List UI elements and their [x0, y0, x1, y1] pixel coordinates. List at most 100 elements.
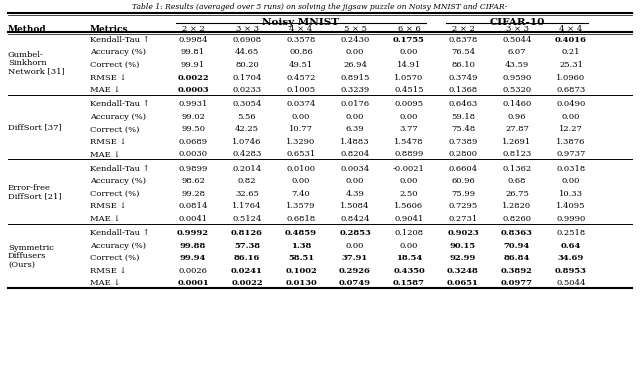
- Text: 0.4515: 0.4515: [394, 86, 424, 94]
- Text: 2 × 2: 2 × 2: [452, 25, 474, 33]
- Text: MAE ↓: MAE ↓: [90, 151, 120, 158]
- Text: 1.3579: 1.3579: [286, 202, 316, 210]
- Text: Sinkhorn: Sinkhorn: [8, 59, 47, 67]
- Text: 0.0022: 0.0022: [177, 74, 209, 82]
- Text: 0.00: 0.00: [292, 177, 310, 185]
- Text: 4 × 4: 4 × 4: [289, 25, 312, 33]
- Text: Accuracy (%): Accuracy (%): [90, 49, 146, 57]
- Text: 98.62: 98.62: [181, 177, 205, 185]
- Text: 1.5084: 1.5084: [340, 202, 370, 210]
- Text: 0.8204: 0.8204: [340, 151, 370, 158]
- Text: Kendall-Tau ↑: Kendall-Tau ↑: [90, 229, 150, 237]
- Text: 0.4350: 0.4350: [393, 267, 425, 275]
- Text: Kendall-Tau ↑: Kendall-Tau ↑: [90, 36, 150, 44]
- Text: -0.0021: -0.0021: [393, 165, 425, 173]
- Text: 0.2430: 0.2430: [340, 36, 370, 44]
- Text: 92.99: 92.99: [450, 254, 476, 262]
- Text: 1.0746: 1.0746: [232, 138, 262, 146]
- Text: 0.8378: 0.8378: [448, 36, 477, 44]
- Text: DiffSort [37]: DiffSort [37]: [8, 124, 61, 132]
- Text: 0.00: 0.00: [400, 113, 418, 121]
- Text: 0.8126: 0.8126: [231, 229, 263, 237]
- Text: 0.8953: 0.8953: [555, 267, 587, 275]
- Text: 0.0233: 0.0233: [232, 86, 262, 94]
- Text: 0.4572: 0.4572: [286, 74, 316, 82]
- Text: 1.0960: 1.0960: [556, 74, 586, 82]
- Text: 0.0030: 0.0030: [179, 151, 207, 158]
- Text: 86.84: 86.84: [504, 254, 530, 262]
- Text: 14.91: 14.91: [397, 61, 421, 69]
- Text: 76.54: 76.54: [451, 49, 475, 57]
- Text: Symmetric: Symmetric: [8, 244, 54, 252]
- Text: 0.7389: 0.7389: [448, 138, 477, 146]
- Text: 0.0100: 0.0100: [287, 165, 316, 173]
- Text: 57.38: 57.38: [234, 242, 260, 249]
- Text: 0.1755: 0.1755: [393, 36, 425, 44]
- Text: 0.6531: 0.6531: [286, 151, 316, 158]
- Text: 0.2853: 0.2853: [339, 229, 371, 237]
- Text: 1.5606: 1.5606: [394, 202, 424, 210]
- Text: Accuracy (%): Accuracy (%): [90, 177, 146, 185]
- Text: 26.75: 26.75: [505, 190, 529, 198]
- Text: Kendall-Tau ↑: Kendall-Tau ↑: [90, 100, 150, 108]
- Text: 3 × 3: 3 × 3: [506, 25, 529, 33]
- Text: 0.4016: 0.4016: [555, 36, 587, 44]
- Text: Accuracy (%): Accuracy (%): [90, 113, 146, 121]
- Text: MAE ↓: MAE ↓: [90, 215, 120, 223]
- Text: 0.0749: 0.0749: [339, 279, 371, 287]
- Text: 80.20: 80.20: [235, 61, 259, 69]
- Text: Network [31]: Network [31]: [8, 68, 65, 76]
- Text: 1.3876: 1.3876: [556, 138, 586, 146]
- Text: 37.91: 37.91: [342, 254, 368, 262]
- Text: 0.1362: 0.1362: [502, 165, 532, 173]
- Text: MAE ↓: MAE ↓: [90, 279, 120, 287]
- Text: 0.5124: 0.5124: [232, 215, 262, 223]
- Text: 58.51: 58.51: [288, 254, 314, 262]
- Text: 0.9023: 0.9023: [447, 229, 479, 237]
- Text: 0.9990: 0.9990: [556, 215, 586, 223]
- Text: 1.2820: 1.2820: [502, 202, 532, 210]
- Text: 1.38: 1.38: [291, 242, 311, 249]
- Text: 0.0176: 0.0176: [340, 100, 369, 108]
- Text: 4.39: 4.39: [346, 190, 364, 198]
- Text: 2.50: 2.50: [400, 190, 419, 198]
- Text: 0.0374: 0.0374: [286, 100, 316, 108]
- Text: 2 × 2: 2 × 2: [182, 25, 204, 33]
- Text: 0.3239: 0.3239: [340, 86, 370, 94]
- Text: 0.6873: 0.6873: [556, 86, 586, 94]
- Text: 0.9041: 0.9041: [394, 215, 424, 223]
- Text: RMSE ↓: RMSE ↓: [90, 138, 127, 146]
- Text: Correct (%): Correct (%): [90, 126, 140, 133]
- Text: 43.59: 43.59: [505, 61, 529, 69]
- Text: 0.00: 0.00: [346, 177, 364, 185]
- Text: 0.5044: 0.5044: [502, 36, 532, 44]
- Text: 5 × 5: 5 × 5: [344, 25, 367, 33]
- Text: 0.0022: 0.0022: [231, 279, 263, 287]
- Text: 0.64: 0.64: [561, 242, 581, 249]
- Text: 1.2691: 1.2691: [502, 138, 532, 146]
- Text: 0.7295: 0.7295: [449, 202, 477, 210]
- Text: 42.25: 42.25: [235, 126, 259, 133]
- Text: 0.6818: 0.6818: [286, 215, 316, 223]
- Text: 0.0034: 0.0034: [340, 165, 370, 173]
- Text: 32.65: 32.65: [235, 190, 259, 198]
- Text: Noisy MNIST: Noisy MNIST: [262, 18, 339, 27]
- Text: Gumbel-: Gumbel-: [8, 51, 44, 59]
- Text: Table 1: Results (averaged over 5 runs) on solving the jigsaw puzzle on Noisy MN: Table 1: Results (averaged over 5 runs) …: [132, 3, 508, 11]
- Text: 99.91: 99.91: [181, 61, 205, 69]
- Text: 0.9931: 0.9931: [179, 100, 208, 108]
- Text: 0.3054: 0.3054: [232, 100, 262, 108]
- Text: 59.18: 59.18: [451, 113, 475, 121]
- Text: Diffusers: Diffusers: [8, 253, 46, 260]
- Text: 75.99: 75.99: [451, 190, 475, 198]
- Text: 0.1002: 0.1002: [285, 267, 317, 275]
- Text: 44.65: 44.65: [235, 49, 259, 57]
- Text: 0.3248: 0.3248: [447, 267, 479, 275]
- Text: Kendall-Tau ↑: Kendall-Tau ↑: [90, 165, 150, 173]
- Text: 0.0026: 0.0026: [179, 267, 207, 275]
- Text: 0.8363: 0.8363: [501, 229, 533, 237]
- Text: 0.1208: 0.1208: [394, 229, 424, 237]
- Text: 0.0689: 0.0689: [179, 138, 207, 146]
- Text: 0.00: 0.00: [562, 177, 580, 185]
- Text: 0.8899: 0.8899: [394, 151, 424, 158]
